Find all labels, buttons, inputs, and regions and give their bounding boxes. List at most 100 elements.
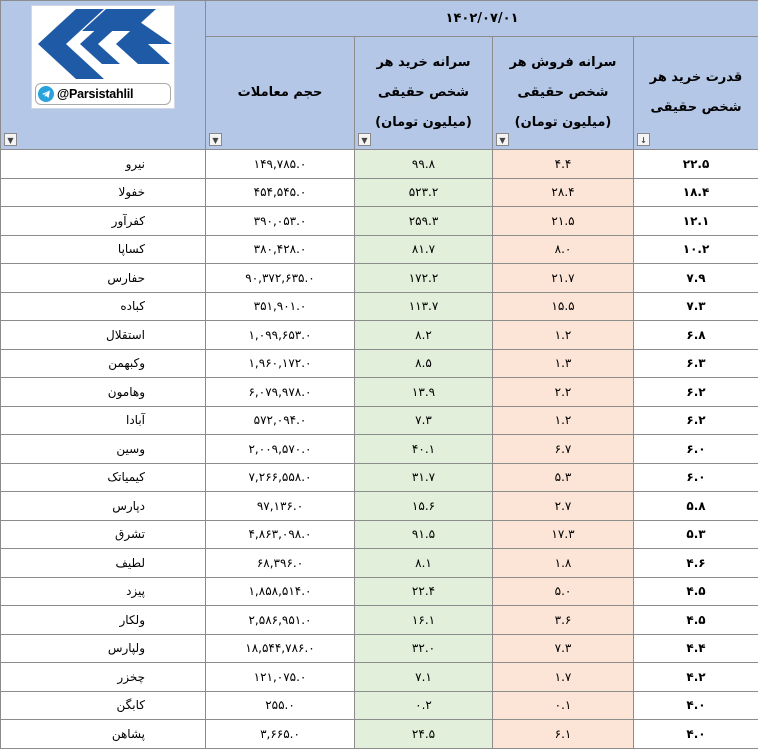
symbol-cell[interactable]: وسین	[1, 435, 206, 464]
volume-cell[interactable]: ۳,۶۶۵.۰	[206, 720, 355, 749]
sell-per-capita-cell[interactable]: ۱.۳	[493, 349, 634, 378]
symbol-cell[interactable]: چخزر	[1, 663, 206, 692]
volume-cell[interactable]: ۹۰,۳۷۲,۶۳۵.۰	[206, 264, 355, 293]
filter-dropdown-icon[interactable]: ▼	[496, 133, 509, 146]
sell-per-capita-cell[interactable]: ۵.۰	[493, 577, 634, 606]
buying-power-cell[interactable]: ۱۸.۴	[634, 178, 758, 207]
buy-per-capita-cell[interactable]: ۸.۱	[355, 549, 493, 578]
buy-per-capita-cell[interactable]: ۰.۲	[355, 691, 493, 720]
buying-power-cell[interactable]: ۲۲.۵	[634, 150, 758, 179]
volume-cell[interactable]: ۱,۹۶۰,۱۷۲.۰	[206, 349, 355, 378]
symbol-cell[interactable]: لطیف	[1, 549, 206, 578]
volume-cell[interactable]: ۱,۸۵۸,۵۱۴.۰	[206, 577, 355, 606]
sell-per-capita-cell[interactable]: ۱.۲	[493, 321, 634, 350]
volume-cell[interactable]: ۲,۵۸۶,۹۵۱.۰	[206, 606, 355, 635]
sell-per-capita-cell[interactable]: ۴.۴	[493, 150, 634, 179]
sell-per-capita-cell[interactable]: ۷.۳	[493, 634, 634, 663]
symbol-cell[interactable]: ولپارس	[1, 634, 206, 663]
symbol-cell[interactable]: تشرق	[1, 520, 206, 549]
sell-per-capita-cell[interactable]: ۱۵.۵	[493, 292, 634, 321]
symbol-cell[interactable]: پشاهن	[1, 720, 206, 749]
volume-cell[interactable]: ۵۷۲,۰۹۴.۰	[206, 406, 355, 435]
filter-dropdown-icon[interactable]: ▼	[4, 133, 17, 146]
buy-per-capita-cell[interactable]: ۲۵۹.۳	[355, 207, 493, 236]
volume-cell[interactable]: ۱,۰۹۹,۶۵۳.۰	[206, 321, 355, 350]
buy-per-capita-cell[interactable]: ۱۱۳.۷	[355, 292, 493, 321]
telegram-handle[interactable]: @Parsistahlil	[35, 83, 171, 105]
symbol-cell[interactable]: وهامون	[1, 378, 206, 407]
buying-power-cell[interactable]: ۱۰.۲	[634, 235, 758, 264]
sell-per-capita-cell[interactable]: ۶.۱	[493, 720, 634, 749]
buy-per-capita-cell[interactable]: ۲۲.۴	[355, 577, 493, 606]
buying-power-cell[interactable]: ۵.۳	[634, 520, 758, 549]
volume-cell[interactable]: ۶,۰۷۹,۹۷۸.۰	[206, 378, 355, 407]
sell-per-capita-cell[interactable]: ۲۱.۵	[493, 207, 634, 236]
buy-per-capita-cell[interactable]: ۷.۱	[355, 663, 493, 692]
buying-power-cell[interactable]: ۶.۸	[634, 321, 758, 350]
buy-per-capita-cell[interactable]: ۲۴.۵	[355, 720, 493, 749]
buying-power-cell[interactable]: ۶.۰	[634, 463, 758, 492]
sell-per-capita-cell[interactable]: ۰.۱	[493, 691, 634, 720]
volume-cell[interactable]: ۳۸۰,۴۲۸.۰	[206, 235, 355, 264]
filter-dropdown-icon[interactable]: ▼	[209, 133, 222, 146]
buying-power-cell[interactable]: ۴.۲	[634, 663, 758, 692]
volume-cell[interactable]: ۹۷,۱۳۶.۰	[206, 492, 355, 521]
symbol-cell[interactable]: وکبهمن	[1, 349, 206, 378]
buying-power-cell[interactable]: ۶.۲	[634, 378, 758, 407]
buying-power-cell[interactable]: ۱۲.۱	[634, 207, 758, 236]
buy-per-capita-cell[interactable]: ۹۱.۵	[355, 520, 493, 549]
sell-per-capita-cell[interactable]: ۲.۷	[493, 492, 634, 521]
symbol-cell[interactable]: استقلال	[1, 321, 206, 350]
sell-per-capita-cell[interactable]: ۶.۷	[493, 435, 634, 464]
volume-cell[interactable]: ۱۸,۵۴۴,۷۸۶.۰	[206, 634, 355, 663]
sell-per-capita-cell[interactable]: ۱.۸	[493, 549, 634, 578]
buying-power-cell[interactable]: ۶.۲	[634, 406, 758, 435]
buy-per-capita-cell[interactable]: ۱۷۲.۲	[355, 264, 493, 293]
sell-per-capita-cell[interactable]: ۳.۶	[493, 606, 634, 635]
symbol-cell[interactable]: نیرو	[1, 150, 206, 179]
buy-per-capita-cell[interactable]: ۵۲۳.۲	[355, 178, 493, 207]
symbol-cell[interactable]: آبادا	[1, 406, 206, 435]
symbol-cell[interactable]: کیمیاتک	[1, 463, 206, 492]
symbol-cell[interactable]: کفرآور	[1, 207, 206, 236]
volume-cell[interactable]: ۶۸,۳۹۶.۰	[206, 549, 355, 578]
buy-per-capita-cell[interactable]: ۱۵.۶	[355, 492, 493, 521]
volume-cell[interactable]: ۴,۸۶۳,۰۹۸.۰	[206, 520, 355, 549]
symbol-cell[interactable]: دپارس	[1, 492, 206, 521]
symbol-cell[interactable]: کساپا	[1, 235, 206, 264]
buy-per-capita-cell[interactable]: ۴۰.۱	[355, 435, 493, 464]
sort-filter-icon[interactable]: ↓	[637, 133, 650, 146]
sell-per-capita-cell[interactable]: ۱.۲	[493, 406, 634, 435]
sell-per-capita-cell[interactable]: ۸.۰	[493, 235, 634, 264]
buy-per-capita-cell[interactable]: ۳۲.۰	[355, 634, 493, 663]
buying-power-cell[interactable]: ۵.۸	[634, 492, 758, 521]
symbol-cell[interactable]: پیزد	[1, 577, 206, 606]
sell-per-capita-cell[interactable]: ۲۸.۴	[493, 178, 634, 207]
sell-per-capita-cell[interactable]: ۱.۷	[493, 663, 634, 692]
symbol-cell[interactable]: ولکار	[1, 606, 206, 635]
symbol-cell[interactable]: کباده	[1, 292, 206, 321]
sell-per-capita-cell[interactable]: ۵.۳	[493, 463, 634, 492]
symbol-cell[interactable]: حفارس	[1, 264, 206, 293]
buying-power-cell[interactable]: ۴.۴	[634, 634, 758, 663]
buying-power-cell[interactable]: ۴.۵	[634, 577, 758, 606]
buying-power-cell[interactable]: ۴.۵	[634, 606, 758, 635]
buying-power-cell[interactable]: ۴.۶	[634, 549, 758, 578]
buy-per-capita-cell[interactable]: ۷.۳	[355, 406, 493, 435]
buy-per-capita-cell[interactable]: ۹۹.۸	[355, 150, 493, 179]
buying-power-cell[interactable]: ۷.۹	[634, 264, 758, 293]
volume-cell[interactable]: ۱۴۹,۷۸۵.۰	[206, 150, 355, 179]
volume-cell[interactable]: ۱۲۱,۰۷۵.۰	[206, 663, 355, 692]
volume-cell[interactable]: ۲۵۵.۰	[206, 691, 355, 720]
symbol-cell[interactable]: خفولا	[1, 178, 206, 207]
buy-per-capita-cell[interactable]: ۱۶.۱	[355, 606, 493, 635]
filter-dropdown-icon[interactable]: ▼	[358, 133, 371, 146]
buy-per-capita-cell[interactable]: ۸.۲	[355, 321, 493, 350]
buy-per-capita-cell[interactable]: ۳۱.۷	[355, 463, 493, 492]
buying-power-cell[interactable]: ۶.۰	[634, 435, 758, 464]
buying-power-cell[interactable]: ۷.۳	[634, 292, 758, 321]
sell-per-capita-cell[interactable]: ۱۷.۳	[493, 520, 634, 549]
volume-cell[interactable]: ۴۵۴,۵۴۵.۰	[206, 178, 355, 207]
buying-power-cell[interactable]: ۶.۳	[634, 349, 758, 378]
buy-per-capita-cell[interactable]: ۸.۵	[355, 349, 493, 378]
